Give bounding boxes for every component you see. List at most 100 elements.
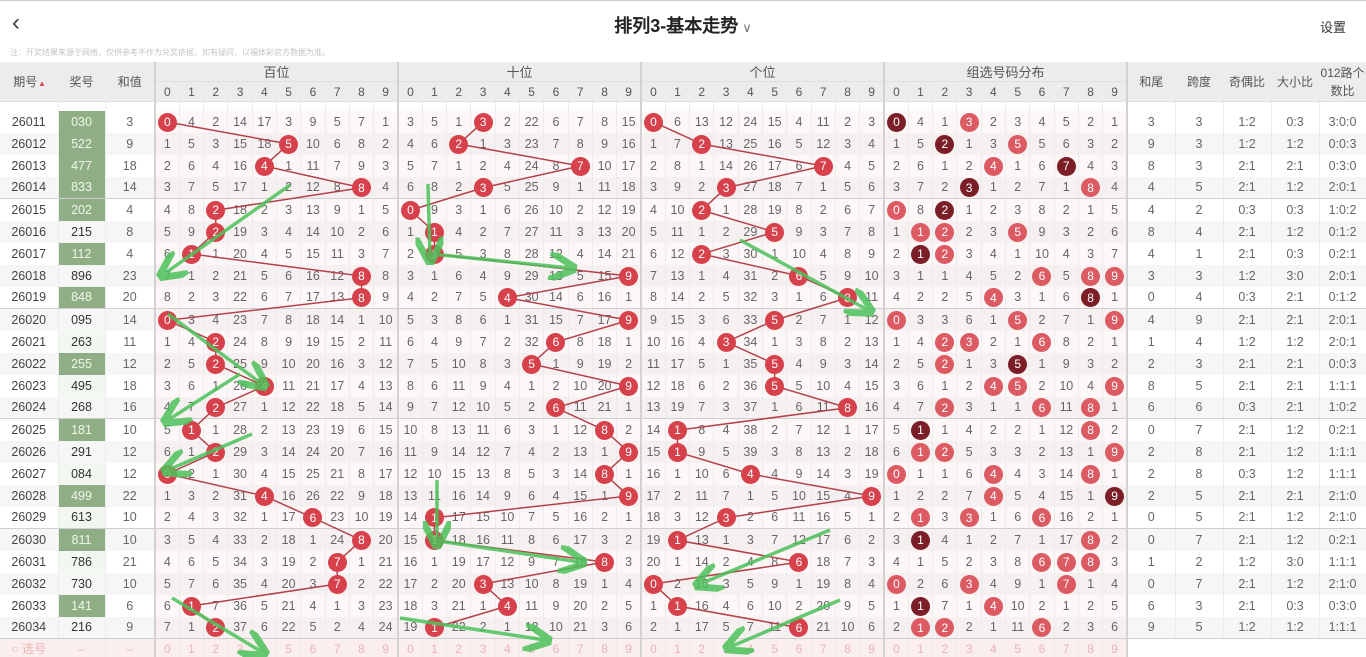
table-row[interactable]: 26015 202 4 4 8 2 18 2 3 13 9 1 5 0 9 3 1 6 26 10 2 12 19 4 10 2 1… xyxy=(0,198,1366,221)
units-cell: 3 xyxy=(811,220,836,243)
table-row[interactable]: 26031 786 21 4 6 5 34 3 19 2 7 1 21 16 1 19 17 12 9 7 18 8 3 20… xyxy=(0,550,1366,573)
select-digit[interactable]: 9 xyxy=(373,638,400,657)
table-row[interactable]: 26034 216 9 7 1 2 37 6 22 5 2 4 24 19 1 22 2 1 12 10 21 3 6 2 1 1… xyxy=(0,616,1366,639)
select-digit[interactable]: 6 xyxy=(543,638,569,657)
select-digit[interactable]: 1 xyxy=(665,638,691,657)
table-row[interactable]: 26027 084 12 0 2 1 30 4 15 25 21 8 17 12 10 15 13 8 5 3 14 8 1… xyxy=(0,462,1366,485)
table-row[interactable]: 26017 112 4 6 1 1 20 4 5 15 11 3 7 2 1 5 3 8 28 12 4 14 21 6 12 2… xyxy=(0,242,1366,265)
select-digit[interactable]: 3 xyxy=(956,638,982,657)
units-cell: 10 xyxy=(665,198,691,221)
hundreds-cell: 22 xyxy=(325,484,350,507)
select-digit[interactable]: 9 xyxy=(1102,638,1129,657)
select-digit[interactable]: 3 xyxy=(227,638,253,657)
select-digit[interactable]: 8 xyxy=(835,638,861,657)
group-cell: 4 xyxy=(908,330,934,353)
select-digit[interactable]: 4 xyxy=(495,638,521,657)
units-cell: 6 xyxy=(665,110,691,133)
select-digit[interactable]: 1 xyxy=(908,638,934,657)
road-012-ratio: 3:0:0 xyxy=(1319,110,1366,133)
select-digit[interactable]: 6 xyxy=(786,638,812,657)
table-row[interactable]: 26023 495 18 3 6 1 26 4 11 21 17 4 13 8 6 11 9 4 1 2 10 20 9 12… xyxy=(0,374,1366,397)
select-digit[interactable]: 4 xyxy=(738,638,764,657)
table-row[interactable]: 26014 833 14 3 7 5 17 1 2 12 8 8 4 6 8 2 3 5 25 9 1 11 18 3 9 2 3 2… xyxy=(0,176,1366,199)
select-digit[interactable]: 7 xyxy=(325,638,350,657)
select-digit[interactable]: 5 xyxy=(1005,638,1031,657)
select-digit[interactable]: 7 xyxy=(568,638,593,657)
table-row[interactable]: 26026 291 12 6 1 2 29 3 14 24 20 7 16 11 9 14 12 7 4 2 13 1 9 1… xyxy=(0,440,1366,463)
page-title[interactable]: 排列3-基本走势 ∨ xyxy=(0,12,1366,38)
table-row[interactable]: 26018 896 23 7 1 2 21 5 6 16 12 8 8 3 1 6 4 9 29 13 5 15 9 7 13 1… xyxy=(0,264,1366,287)
select-row[interactable]: ○ 选号 – –0 1 2 3 4 5 6 7 8 9 0 1 2 3 4 5 6 7 8 9 0 1 2 3 4 5 6 7 8 9 0 1 2 3… xyxy=(0,638,1366,657)
select-digit[interactable]: 3 xyxy=(713,638,739,657)
select-digit[interactable]: 1 xyxy=(179,638,205,657)
units-cell: 1 xyxy=(641,594,666,617)
select-digit[interactable]: 0 xyxy=(155,638,180,657)
table-row[interactable]: 26029 613 10 2 4 3 32 1 17 6 23 10 19 14 1 17 15 10 7 5 16 2 1… xyxy=(0,506,1366,529)
table-row[interactable]: 26020 095 14 0 3 4 23 7 8 18 14 1 10 5 3 8 6 1 31 15 7 17 9 9 15… xyxy=(0,308,1366,331)
big-small-ratio: 1:2 xyxy=(1271,462,1320,485)
select-digit[interactable]: 5 xyxy=(762,638,788,657)
trend-table-container[interactable]: 期号 ▴ 奖号 和值 百位 十位 个位 组选号码分布 和尾 跨度 奇偶比 大小比 012路个数比 0 1 2… xyxy=(0,62,1366,657)
digit-header: 4 xyxy=(252,81,277,102)
select-digit[interactable]: 9 xyxy=(859,638,886,657)
table-row[interactable]: 26013 477 18 2 6 4 16 4 1 11 7 9 3 5 7 1 2 4 24 8 7 10 17 2 8 1 14… xyxy=(0,154,1366,177)
chevron-down-icon[interactable]: ∨ xyxy=(742,20,752,35)
table-row[interactable]: 26012 522 9 1 5 3 15 18 5 10 6 8 2 4 6 2 1 3 23 7 8 9 16 1 7 2 13 2… xyxy=(0,132,1366,155)
back-button[interactable]: ‹ xyxy=(12,9,20,36)
table-row[interactable]: 26024 268 16 4 7 2 27 1 12 22 18 5 14 9 7 12 10 5 2 6 11 21 1 1… xyxy=(0,396,1366,419)
column-header-issue[interactable]: 期号 ▴ xyxy=(0,62,59,102)
select-digit[interactable]: 1 xyxy=(422,638,448,657)
table-row[interactable]: 26032 730 10 5 7 6 35 4 20 3 7 2 22 17 2 20 3 13 10 8 19 1 4 0 2… xyxy=(0,572,1366,595)
select-digit[interactable]: 6 xyxy=(1029,638,1055,657)
cell xyxy=(859,101,886,111)
select-digit[interactable]: 5 xyxy=(519,638,545,657)
digit-header: 5 xyxy=(1005,81,1031,102)
select-digit[interactable]: 5 xyxy=(276,638,302,657)
tens-cell: 7 xyxy=(519,506,545,529)
sum-value: 14 xyxy=(105,308,156,331)
table-row[interactable]: 26030 811 10 3 5 4 33 2 18 1 24 8 20 15 1 18 16 11 8 6 17 3 2 1… xyxy=(0,528,1366,551)
select-digit[interactable]: 0 xyxy=(884,638,909,657)
sum-tail: 1 xyxy=(1127,550,1176,573)
select-digit[interactable]: 0 xyxy=(398,638,423,657)
tens-cell: 6 xyxy=(422,374,448,397)
hundreds-cell: 10 xyxy=(300,132,326,155)
radio-circle-icon[interactable]: ○ xyxy=(11,642,23,657)
tens-cell: 7 xyxy=(470,330,496,353)
table-row[interactable]: 26028 499 22 1 3 2 31 4 16 26 22 9 18 13 11 16 14 9 6 4 15 1 9… xyxy=(0,484,1366,507)
table-row[interactable]: 26021 263 11 1 4 2 24 8 9 19 15 2 11 6 4 9 7 2 32 6 8 18 1 10 16… xyxy=(0,330,1366,353)
hundreds-cell: 1 xyxy=(203,374,229,397)
table-row[interactable]: 26016 215 8 5 9 2 19 3 4 14 10 2 6 1 1 4 2 7 27 11 3 13 20 5 11 1… xyxy=(0,220,1366,243)
group-ball: 4 xyxy=(983,376,1003,396)
select-digit[interactable]: 4 xyxy=(252,638,277,657)
select-digit[interactable]: 0 xyxy=(641,638,666,657)
group-cell: 2 xyxy=(932,286,958,309)
select-digit[interactable]: 2 xyxy=(689,638,715,657)
units-cell: 5 xyxy=(713,616,739,639)
select-digit[interactable]: 9 xyxy=(616,638,643,657)
table-row[interactable]: 26033 141 6 6 1 7 36 5 21 4 1 3 23 18 3 21 1 4 11 9 20 2 5 1 1 16… xyxy=(0,594,1366,617)
select-digit[interactable]: 7 xyxy=(811,638,836,657)
select-digit[interactable]: 2 xyxy=(203,638,229,657)
select-digit[interactable]: 7 xyxy=(1054,638,1079,657)
select-digit[interactable]: 8 xyxy=(349,638,375,657)
table-row[interactable]: 26011 030 3 0 4 2 14 17 3 9 5 7 1 3 5 1 3 2 22 6 7 8 15 0 6 13 12 2… xyxy=(0,110,1366,133)
select-digit[interactable]: 2 xyxy=(446,638,472,657)
tens-cell: 19 xyxy=(398,616,423,639)
tens-cell: 3 xyxy=(495,132,521,155)
table-row[interactable]: 26019 848 20 8 2 3 22 6 7 17 13 8 9 4 2 7 5 4 30 14 6 16 1 8 14 2… xyxy=(0,286,1366,309)
select-digit[interactable]: 8 xyxy=(1078,638,1104,657)
select-digit[interactable]: 3 xyxy=(470,638,496,657)
select-digit[interactable]: 8 xyxy=(592,638,618,657)
settings-button[interactable]: 设置 xyxy=(1319,20,1346,35)
units-cell: 3 xyxy=(762,286,788,309)
table-row[interactable]: 26022 255 12 2 5 2 25 9 10 20 16 3 12 7 5 10 8 3 5 1 9 19 2 11 1… xyxy=(0,352,1366,375)
table-row[interactable]: 26025 181 10 5 1 1 28 2 13 23 19 6 15 10 8 13 11 6 3 1 12 8 2 1… xyxy=(0,418,1366,441)
select-digit[interactable]: 6 xyxy=(300,638,326,657)
hundreds-cell: 5 xyxy=(179,528,205,551)
cell xyxy=(641,101,666,111)
select-digit[interactable]: 4 xyxy=(981,638,1007,657)
select-digit[interactable]: 2 xyxy=(932,638,958,657)
sort-arrow-icon[interactable]: ▴ xyxy=(37,78,45,88)
select-label-cell[interactable]: ○ 选号 xyxy=(0,638,59,657)
